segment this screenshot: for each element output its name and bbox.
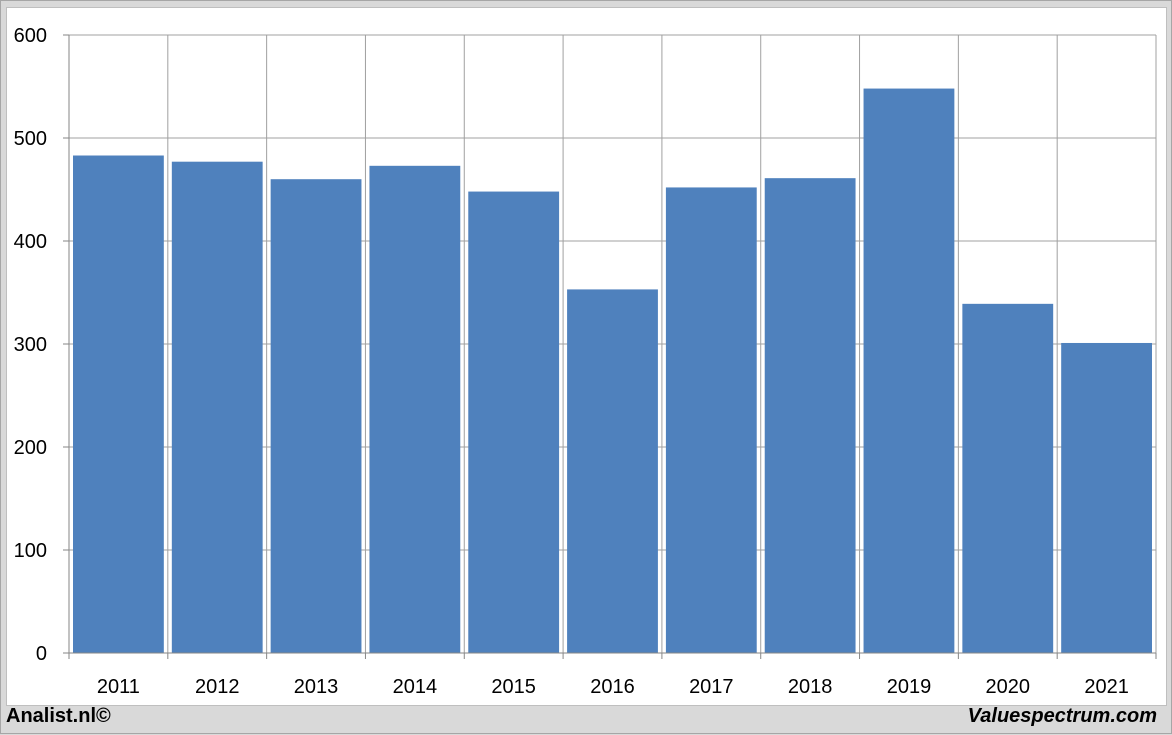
y-tick-label: 500 xyxy=(14,128,47,150)
footer-source-left: Analist.nl© xyxy=(6,705,111,727)
x-tick-label: 2013 xyxy=(294,676,339,698)
y-tick-label: 0 xyxy=(36,643,47,665)
y-tick-label: 600 xyxy=(14,25,47,47)
footer-source-right: Valuespectrum.com xyxy=(967,705,1157,727)
bar-2020 xyxy=(962,303,1054,653)
x-tick-label: 2012 xyxy=(195,676,240,698)
axes xyxy=(63,34,1157,659)
bar-2016 xyxy=(567,289,658,653)
x-tick-label: 2011 xyxy=(97,676,140,698)
bar-2011 xyxy=(73,155,164,653)
x-tick-label: 2019 xyxy=(887,676,932,698)
x-tick-label: 2021 xyxy=(1084,676,1129,698)
tick-labels: 0 100 200 300 400 500 600 2011 2012 2013 2014 2015 2… xyxy=(14,25,1129,698)
x-tick-label: 2020 xyxy=(986,676,1031,698)
y-tick-label: 100 xyxy=(14,540,47,562)
bar-2012 xyxy=(171,161,263,653)
x-tick-label: 2014 xyxy=(393,676,438,698)
x-tick-label: 2018 xyxy=(788,676,833,698)
bar-2018 xyxy=(764,178,856,654)
y-tick-label: 200 xyxy=(14,437,47,459)
x-tick-label: 2016 xyxy=(590,676,635,698)
bar-2019 xyxy=(863,88,955,653)
y-tick-label: 400 xyxy=(14,231,47,253)
bar-2021 xyxy=(1061,342,1152,653)
bar-2013 xyxy=(270,179,362,653)
bar-2015 xyxy=(468,191,560,653)
bars xyxy=(73,88,1152,654)
y-tick-label: 300 xyxy=(14,334,47,356)
bar-2017 xyxy=(665,187,757,653)
x-tick-label: 2017 xyxy=(689,676,734,698)
x-tick-label: 2015 xyxy=(491,676,536,698)
bar-2014 xyxy=(369,165,461,653)
